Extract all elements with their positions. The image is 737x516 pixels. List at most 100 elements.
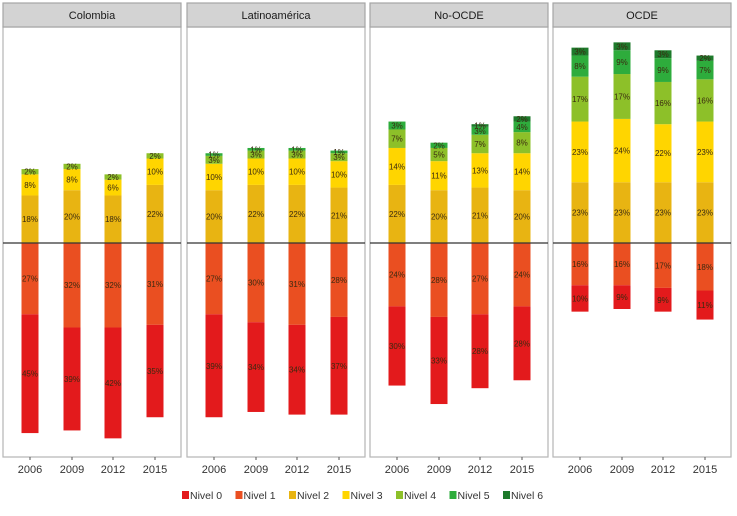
segment-label: 2% [149,152,161,161]
bar-segment-nivel-5 [288,147,306,151]
segment-label: 3% [208,156,220,165]
segment-label: 3% [657,50,669,59]
segment-label: 45% [22,370,38,379]
bar-segment-nivel-5 [430,142,448,148]
segment-label: 20% [431,213,447,222]
bar-segment-nivel-0 [247,322,265,412]
bar-segment-nivel-0 [104,327,122,439]
bar-segment-nivel-1 [330,243,348,317]
segment-label: 14% [514,168,530,177]
segment-label: 9% [616,58,628,67]
segment-label: 20% [206,213,222,222]
panel-latinoam-rica: Latinoamérica27%39%20%10%3%1%200630%34%2… [186,2,366,476]
segment-label: 10% [289,168,305,177]
segment-label: 16% [655,99,671,108]
segment-label: 24% [514,271,530,280]
bar-segment-nivel-0 [696,290,714,320]
bar-segment-nivel-4 [205,155,223,164]
segment-label: 8% [66,176,78,185]
bar-segment-nivel-4 [104,174,122,180]
panel-no-ocde: No-OCDE 24% 30% 22% 14% 7% 3% 2006 28% 33% 20% 11% 5… [369,2,549,476]
segment-label: 23% [697,209,713,218]
bar-segment-nivel-2 [613,182,631,243]
segment-label: 27% [206,275,222,284]
bar-segment-nivel-5 [247,147,265,151]
legend-item: Nivel 1 [235,490,276,502]
segment-label: 7% [474,140,486,149]
legend-item: Nivel 5 [449,490,490,502]
bar-segment-nivel-2 [471,187,489,243]
bar-segment-nivel-5 [388,121,406,130]
bar-segment-nivel-0 [330,316,348,415]
bar-segment-nivel-3 [63,169,81,191]
bar-segment-nivel-2 [654,182,672,243]
segment-label: 5% [433,151,445,160]
bar-segment-nivel-4 [513,132,531,154]
segment-label: 22% [289,210,305,219]
bar-segment-nivel-2 [696,182,714,243]
bar-segment-nivel-4 [288,150,306,159]
bar-segment-nivel-1 [63,243,81,328]
bar-segment-nivel-1 [430,243,448,317]
bar-segment-nivel-0 [288,324,306,415]
bar-segment-nivel-4 [63,163,81,170]
bar-segment-nivel-3 [654,124,672,183]
segment-label: 18% [105,215,121,224]
bar-segment-nivel-0 [205,314,223,418]
segment-label: 34% [289,366,305,375]
bar-segment-nivel-1 [471,243,489,315]
segment-label: 1% [208,151,220,160]
segment-label: 7% [699,66,711,75]
legend-swatch [342,491,350,499]
segment-label: 1% [250,145,262,154]
legend-swatch [449,491,457,499]
segment-label: 4% [516,123,528,132]
segment-label: 18% [697,263,713,272]
segment-label: 39% [64,375,80,384]
segment-label: 6% [107,184,119,193]
bar-segment-nivel-0 [471,314,489,389]
x-tick-label: 2015 [510,464,534,476]
panel-title: OCDE [626,10,658,22]
legend-label: Nivel 6 [511,490,543,502]
bar-segment-nivel-3 [388,147,406,185]
bar-segment-nivel-0 [63,327,81,431]
legend-label: Nivel 2 [297,490,329,502]
bar-segment-nivel-5 [613,50,631,75]
bar-segment-nivel-6 [571,47,589,56]
bar-segment-nivel-0 [513,306,531,381]
bar-segment-nivel-1 [146,243,164,325]
panel-strip [2,2,182,28]
bar-segment-nivel-2 [330,187,348,243]
bar-segment-nivel-6 [654,50,672,59]
bar-segment-nivel-2 [513,190,531,243]
segment-label: 8% [24,181,36,190]
segment-label: 35% [147,367,163,376]
segment-label: 11% [431,172,446,181]
legend-item: Nivel 6 [503,490,543,502]
x-tick-label: 2009 [60,464,84,476]
segment-label: 27% [22,275,38,284]
legend-label: Nivel 5 [458,490,490,502]
bar-segment-nivel-2 [205,190,223,243]
segment-label: 2% [107,173,119,182]
segment-label: 30% [248,279,264,288]
segment-label: 3% [616,42,628,51]
legend-item: Nivel 3 [342,490,383,502]
bar-segment-nivel-4 [330,153,348,162]
bar-segment-nivel-2 [430,190,448,243]
bar-segment-nivel-0 [654,287,672,312]
segment-label: 33% [431,356,447,365]
bar-segment-nivel-4 [696,79,714,122]
segment-label: 9% [657,296,669,305]
segment-label: 17% [655,261,671,270]
segment-label: 9% [657,66,669,75]
x-tick-label: 2006 [18,464,42,476]
segment-label: 9% [616,293,628,302]
segment-label: 24% [614,147,630,156]
segment-label: 20% [64,213,80,222]
bar-segment-nivel-3 [288,158,306,185]
bar-segment-nivel-0 [571,285,589,312]
panel-strip [552,2,732,28]
bar-segment-nivel-2 [104,195,122,243]
